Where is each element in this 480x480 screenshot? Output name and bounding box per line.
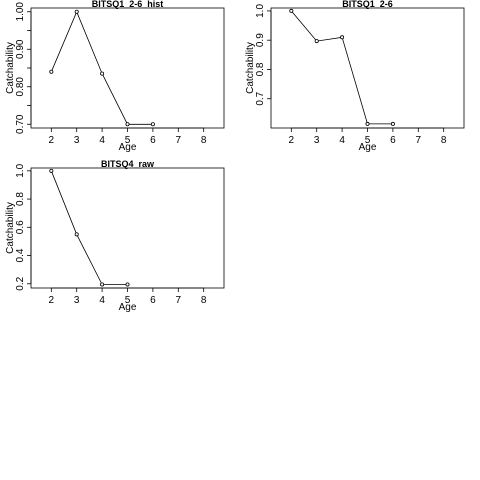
x-tick-label: 3 bbox=[314, 135, 320, 146]
chart-title: BITSQ1_2-6_hist bbox=[92, 0, 164, 9]
y-axis-label: Catchability bbox=[5, 42, 16, 94]
y-tick-label: 0.6 bbox=[15, 220, 26, 234]
y-tick-label: 0.4 bbox=[15, 248, 26, 262]
data-point bbox=[150, 122, 155, 127]
x-tick-label: 5 bbox=[365, 135, 371, 146]
data-point bbox=[314, 39, 319, 44]
catchability-line bbox=[50, 170, 128, 285]
chart-title: BITSQ4_raw bbox=[101, 159, 155, 169]
data-point bbox=[289, 8, 294, 13]
x-tick-label: 3 bbox=[74, 295, 80, 306]
x-tick-label: 8 bbox=[201, 295, 207, 306]
data-point bbox=[100, 282, 105, 287]
y-tick-label: 0.8 bbox=[15, 192, 26, 206]
x-axis-label: Age bbox=[119, 142, 137, 153]
data-point bbox=[125, 282, 130, 287]
y-tick-label: 1.00 bbox=[15, 2, 26, 22]
x-tick-label: 6 bbox=[150, 135, 156, 146]
data-point bbox=[74, 9, 79, 14]
data-point bbox=[340, 35, 345, 40]
x-tick-label: 4 bbox=[339, 135, 345, 146]
chart-panel-1: BITSQ1_2-6_hist 2 3 4 5 6 7 8 Age 0.70 0.80 0.90 1.0… bbox=[5, 0, 225, 153]
chart-panel-2: BITSQ1_2-6 2 3 4 5 6 7 8 Age 0.7 0.8 0.9 1.0 Catchabi… bbox=[245, 0, 465, 153]
data-point bbox=[365, 121, 370, 126]
data-point bbox=[49, 168, 54, 173]
y-tick-label: 0.2 bbox=[15, 276, 26, 290]
y-tick-label: 0.80 bbox=[15, 77, 26, 97]
y-axis-label: Catchability bbox=[5, 202, 16, 254]
x-tick-label: 8 bbox=[441, 135, 447, 146]
data-point bbox=[49, 69, 54, 74]
data-point bbox=[390, 121, 395, 126]
x-tick-label: 2 bbox=[49, 135, 55, 146]
data-point bbox=[100, 71, 105, 76]
x-tick-label: 7 bbox=[176, 135, 182, 146]
x-tick-label: 5 bbox=[125, 295, 131, 306]
plot-frame bbox=[270, 7, 465, 129]
y-tick-label: 0.70 bbox=[15, 114, 26, 134]
x-tick-label: 2 bbox=[289, 135, 295, 146]
x-tick-label: 8 bbox=[201, 135, 207, 146]
y-tick-label: 0.8 bbox=[255, 62, 266, 76]
catchability-line bbox=[290, 10, 393, 125]
y-axis-label: Catchability bbox=[245, 42, 256, 94]
catchability-line bbox=[50, 10, 153, 125]
x-tick-label: 7 bbox=[176, 295, 182, 306]
x-tick-label: 6 bbox=[150, 295, 156, 306]
y-tick-label: 1.0 bbox=[15, 163, 26, 177]
y-tick-label: 0.9 bbox=[255, 33, 266, 47]
x-tick-label: 3 bbox=[74, 135, 80, 146]
x-tick-label: 4 bbox=[99, 135, 105, 146]
data-point bbox=[74, 232, 79, 237]
chart-panel-3: BITSQ4_raw 2 3 4 5 6 7 8 Age 0.2 0.4 0.6 0.8 1.0 Catch… bbox=[5, 159, 225, 313]
x-tick-label: 6 bbox=[390, 135, 396, 146]
x-axis-label: Age bbox=[359, 142, 377, 153]
x-tick-label: 2 bbox=[49, 295, 55, 306]
data-point bbox=[125, 122, 130, 127]
y-tick-label: 0.7 bbox=[255, 91, 266, 105]
plot-frame bbox=[30, 7, 225, 129]
plot-frame bbox=[30, 167, 225, 289]
chart-title: BITSQ1_2-6 bbox=[342, 0, 393, 9]
y-tick-label: 1.0 bbox=[255, 4, 266, 18]
x-tick-label: 7 bbox=[416, 135, 422, 146]
y-tick-label: 0.90 bbox=[15, 39, 26, 59]
x-axis-label: Age bbox=[119, 302, 137, 313]
x-tick-label: 4 bbox=[99, 295, 105, 306]
x-tick-label: 5 bbox=[125, 135, 131, 146]
